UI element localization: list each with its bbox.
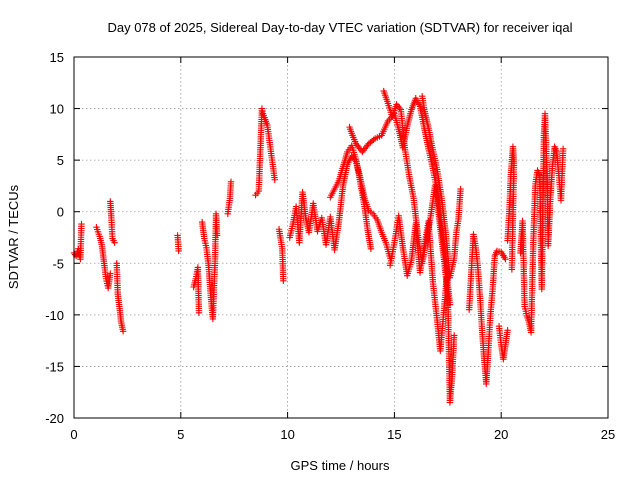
- axis-ticks: 0 5 10 15 20 25 -20 -15 -10 -5 0 5 10 15: [45, 50, 615, 442]
- data-point: [457, 185, 464, 193]
- data-point: [78, 220, 85, 228]
- data-point: [502, 255, 509, 263]
- data-point: [195, 309, 203, 316]
- data-point: [443, 274, 450, 281]
- data-point: [213, 232, 221, 239]
- x-tick-label: 0: [70, 427, 77, 442]
- data-point: [367, 245, 375, 253]
- y-tick-label: -20: [45, 411, 64, 426]
- data-point: [119, 328, 127, 335]
- grid-lines: [74, 57, 608, 418]
- y-tick-label: -10: [45, 308, 64, 323]
- data-point: [107, 270, 114, 277]
- plot-frame: [73, 56, 609, 419]
- y-tick-label: -15: [45, 359, 64, 374]
- y-tick-label: -5: [52, 256, 64, 271]
- data-point: [280, 277, 287, 285]
- x-tick-label: 10: [280, 427, 294, 442]
- data-point: [175, 247, 182, 255]
- data-point: [111, 239, 118, 246]
- y-axis-label: SDTVAR / TECUs: [6, 184, 21, 289]
- data-point: [504, 327, 511, 334]
- data-point: [271, 176, 278, 183]
- data-point: [451, 332, 458, 339]
- data-point: [559, 145, 567, 152]
- x-tick-label: 20: [494, 427, 508, 442]
- x-tick-label: 15: [387, 427, 401, 442]
- x-tick-label: 25: [601, 427, 615, 442]
- data-point: [227, 178, 235, 186]
- y-tick-label: 5: [57, 153, 64, 168]
- x-tick-label: 5: [177, 427, 184, 442]
- data-marks: [70, 87, 567, 406]
- y-tick-label: 0: [57, 205, 64, 220]
- chart-title: Day 078 of 2025, Sidereal Day-to-day VTE…: [107, 20, 572, 35]
- y-tick-label: 15: [50, 50, 64, 65]
- x-axis-label: GPS time / hours: [291, 458, 390, 473]
- y-tick-label: 10: [50, 102, 64, 117]
- data-point: [508, 266, 516, 273]
